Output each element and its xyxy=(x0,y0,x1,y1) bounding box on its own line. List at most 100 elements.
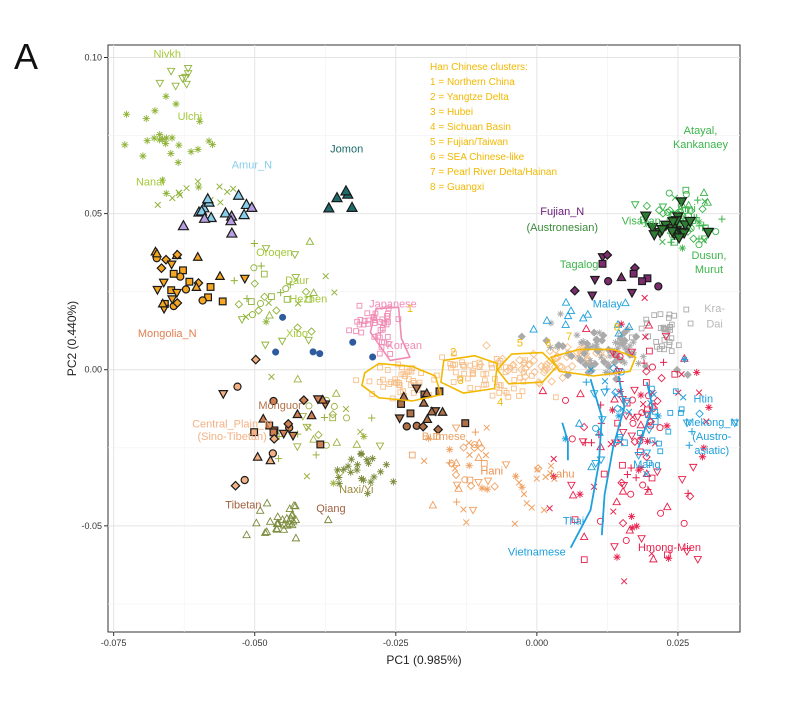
scatter-point xyxy=(648,363,656,371)
scatter-point xyxy=(613,553,621,561)
scatter-point xyxy=(712,228,720,236)
scatter-point xyxy=(648,230,661,242)
scatter-point xyxy=(577,339,585,347)
scatter-point xyxy=(273,518,283,527)
scatter-point xyxy=(596,442,606,451)
population-label: Japanese xyxy=(369,298,417,310)
scatter-point xyxy=(474,479,483,487)
scatter-point xyxy=(619,461,626,469)
population-label: Atayal, xyxy=(684,125,718,137)
scatter-point xyxy=(206,283,215,291)
scatter-point xyxy=(629,413,636,421)
scatter-point xyxy=(342,405,350,413)
scatter-point xyxy=(608,347,616,355)
scatter-point xyxy=(369,454,377,463)
scatter-point xyxy=(621,412,631,421)
scatter-point xyxy=(339,184,352,196)
scatter-point xyxy=(162,189,170,197)
scatter-point xyxy=(664,554,673,562)
population-label: 5 xyxy=(517,337,523,349)
scatter-point xyxy=(483,370,490,377)
scatter-point xyxy=(402,373,408,380)
scatter-point xyxy=(272,348,280,356)
scatter-point xyxy=(627,490,635,498)
scatter-point xyxy=(622,536,630,544)
scatter-point xyxy=(155,136,164,144)
scatter-point xyxy=(239,274,251,285)
scatter-point xyxy=(579,338,587,345)
scatter-point xyxy=(230,277,238,285)
scatter-point xyxy=(175,141,183,149)
scatter-point xyxy=(166,295,178,305)
scatter-point xyxy=(392,379,399,386)
scatter-point xyxy=(561,320,571,328)
population-label: 4 xyxy=(497,397,503,409)
scatter-point xyxy=(397,400,406,408)
scatter-point xyxy=(356,302,363,309)
scatter-point xyxy=(501,461,511,470)
scatter-point xyxy=(534,377,544,387)
scatter-point xyxy=(648,474,656,482)
y-tick-label: 0.10 xyxy=(84,52,102,62)
scatter-point xyxy=(620,578,628,585)
scatter-point xyxy=(357,449,365,457)
scatter-point xyxy=(151,248,163,258)
scatter-point xyxy=(683,370,692,379)
scatter-point xyxy=(185,277,194,286)
scatter-point xyxy=(242,530,251,539)
population-label: Amur_N xyxy=(232,159,272,171)
scatter-point xyxy=(490,482,499,491)
scatter-point xyxy=(516,392,522,399)
population-label: Burmese xyxy=(422,431,466,443)
scatter-point xyxy=(602,368,610,376)
scatter-point xyxy=(618,429,628,437)
scatter-point xyxy=(678,406,685,413)
scatter-point xyxy=(566,306,576,315)
scatter-point xyxy=(672,388,679,395)
scatter-point xyxy=(461,363,467,370)
scatter-point xyxy=(610,394,619,403)
scatter-point xyxy=(396,380,402,386)
scatter-point xyxy=(639,400,647,408)
scatter-point xyxy=(340,465,348,473)
scatter-point xyxy=(540,506,548,514)
scatter-point xyxy=(580,556,588,564)
scatter-point xyxy=(195,204,208,216)
scatter-point xyxy=(705,403,713,411)
scatter-point xyxy=(451,470,461,480)
population-label: Mongolia_N xyxy=(138,328,197,340)
scatter-point xyxy=(551,475,558,483)
scatter-point xyxy=(482,341,491,350)
scatter-point xyxy=(652,468,662,477)
scatter-point xyxy=(248,311,256,319)
scatter-point xyxy=(581,360,590,369)
scatter-point xyxy=(451,350,457,357)
population-label: Korean xyxy=(387,340,422,352)
scatter-point xyxy=(663,551,671,559)
scatter-point xyxy=(265,516,275,525)
scatter-point xyxy=(168,134,176,142)
scatter-point xyxy=(277,337,287,346)
scatter-point xyxy=(459,443,468,452)
scatter-point xyxy=(379,325,386,331)
scatter-point xyxy=(582,378,590,386)
population-label: (Sino-Tibetan) xyxy=(197,431,266,443)
scatter-point xyxy=(171,288,183,299)
scatter-point xyxy=(483,424,490,431)
scatter-point xyxy=(460,506,467,513)
population-label: Kra- xyxy=(704,303,725,315)
scatter-point xyxy=(142,114,150,123)
scatter-point xyxy=(218,390,229,400)
scatter-point xyxy=(289,500,299,509)
population-label: 7 xyxy=(566,331,572,343)
scatter-point xyxy=(360,321,367,328)
scatter-point xyxy=(673,233,686,245)
population-label: Thai xyxy=(563,515,584,527)
scatter-point xyxy=(689,234,698,243)
scatter-point xyxy=(353,377,359,384)
scatter-point xyxy=(649,554,658,563)
scatter-point xyxy=(234,300,244,309)
scatter-point xyxy=(155,79,165,88)
scatter-point xyxy=(489,392,496,399)
scatter-point xyxy=(519,388,526,395)
